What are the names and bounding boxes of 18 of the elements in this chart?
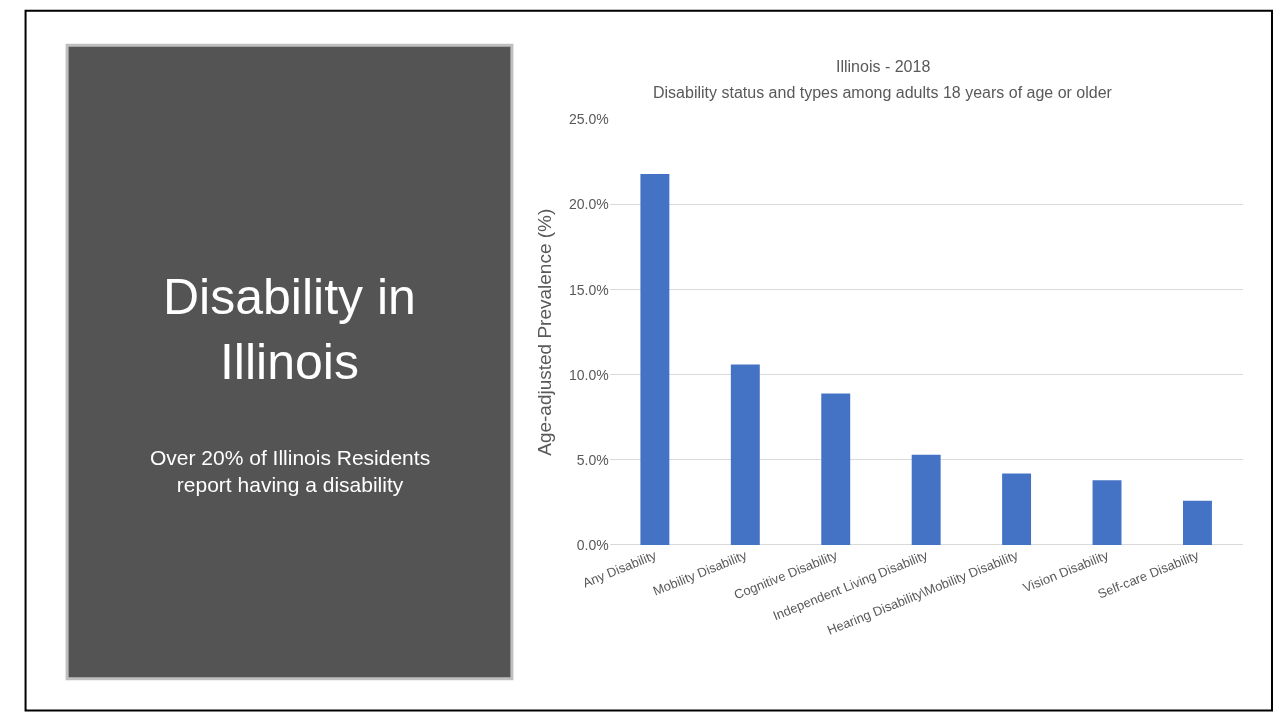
text: Over 20% of Illinois Residents report having a disability bbox=[150, 446, 431, 497]
bar bbox=[640, 173, 670, 545]
bar bbox=[1002, 473, 1032, 545]
chart-title: Illinois - 2018 bbox=[836, 58, 931, 75]
bar bbox=[821, 393, 851, 545]
bar bbox=[911, 454, 941, 545]
y-tick-label: 25.0% bbox=[568, 111, 609, 128]
bar bbox=[1182, 500, 1212, 545]
y-tick-label: 5.0% bbox=[576, 451, 609, 468]
bar bbox=[1092, 480, 1122, 545]
y-axis-title: Age-adjusted Prevalence (%) bbox=[533, 208, 555, 456]
y-tick-label: 15.0% bbox=[568, 281, 609, 298]
y-tick-label: 20.0% bbox=[568, 196, 609, 213]
text: Disability in Illinois bbox=[163, 269, 416, 390]
y-tick-label: 10.0% bbox=[568, 366, 609, 383]
bar bbox=[730, 364, 760, 545]
chart-subtitle: Disability status and types among adults 18 years of age or older bbox=[653, 84, 1113, 101]
y-tick-label: 0.0% bbox=[576, 536, 609, 553]
